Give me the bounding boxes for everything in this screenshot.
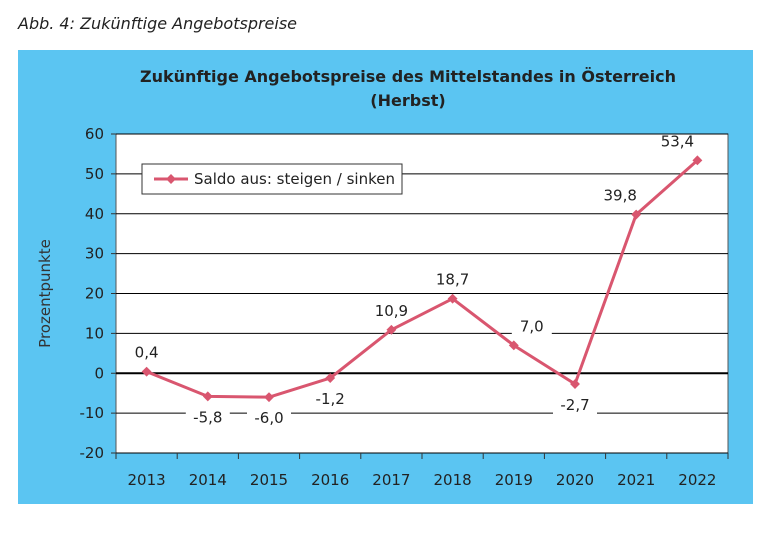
x-tick-label: 2015 <box>250 471 288 489</box>
data-label: 0,4 <box>135 344 159 362</box>
data-point <box>692 155 703 166</box>
chart-title: Zukünftige Angebotspreise des Mittelstan… <box>140 67 676 86</box>
x-tick-label: 2013 <box>128 471 166 489</box>
data-label: 10,9 <box>375 302 408 320</box>
figure-caption: Abb. 4: Zukünftige Angebotspreise <box>18 14 298 33</box>
data-label: -2,7 <box>560 396 589 414</box>
data-point <box>508 340 519 351</box>
y-tick-label: 20 <box>85 285 104 303</box>
y-axis-label: Prozentpunkte <box>36 239 54 348</box>
data-point <box>202 391 213 402</box>
series-line <box>146 159 699 399</box>
x-tick-label: 2021 <box>617 471 655 489</box>
y-tick-label: 40 <box>85 205 104 223</box>
data-label-bg <box>553 393 597 416</box>
legend-entry: Saldo aus: steigen / sinken <box>194 170 395 188</box>
chart-panel: Zukünftige Angebotspreise des Mittelstan… <box>18 50 753 504</box>
legend: Saldo aus: steigen / sinken <box>141 163 403 195</box>
data-label-bg <box>511 314 552 337</box>
x-tick-label: 2020 <box>556 471 594 489</box>
chart-subtitle: (Herbst) <box>370 91 445 110</box>
y-tick-label: 60 <box>85 125 104 143</box>
x-tick-label: 2016 <box>311 471 349 489</box>
data-label: 53,4 <box>661 132 694 150</box>
data-point <box>325 373 336 383</box>
y-tick-label: 0 <box>94 364 104 382</box>
series-layer: 0,4 -5,8 -6,0 -1,2 10,9 18,7 7,0 -2,7 39,8 53,4 <box>135 132 703 429</box>
y-tick-label: 50 <box>85 165 104 183</box>
data-label: -6,0 <box>254 409 283 427</box>
data-point <box>570 379 580 389</box>
data-point <box>631 209 642 220</box>
x-axis-ticks: 2013 2014 2015 2016 2017 2018 2019 2020 2021 2022 <box>115 453 729 489</box>
x-tick-label: 2017 <box>372 471 410 489</box>
data-label: 39,8 <box>603 187 636 205</box>
y-tick-label: -20 <box>80 444 105 462</box>
y-tick-label: 10 <box>85 324 104 342</box>
data-label-bg <box>247 406 291 429</box>
legend-marker <box>166 174 176 184</box>
y-tick-label: -10 <box>80 404 105 422</box>
data-label: -5,8 <box>193 408 222 426</box>
line-chart: Zukünftige Angebotspreise des Mittelstan… <box>36 67 729 489</box>
x-tick-label: 2018 <box>434 471 472 489</box>
data-label: 7,0 <box>520 317 544 335</box>
data-point <box>386 324 397 335</box>
x-tick-label: 2019 <box>495 471 533 489</box>
data-label-bg <box>308 387 353 410</box>
data-label-bg <box>185 405 230 428</box>
x-tick-label: 2014 <box>189 471 227 489</box>
data-label: -1,2 <box>316 390 345 408</box>
y-axis-ticks: 60 50 40 30 20 10 0 -10 -20 <box>80 125 116 462</box>
data-label: 18,7 <box>436 271 469 289</box>
x-tick-label: 2022 <box>678 471 716 489</box>
y-tick-label: 30 <box>85 245 104 263</box>
